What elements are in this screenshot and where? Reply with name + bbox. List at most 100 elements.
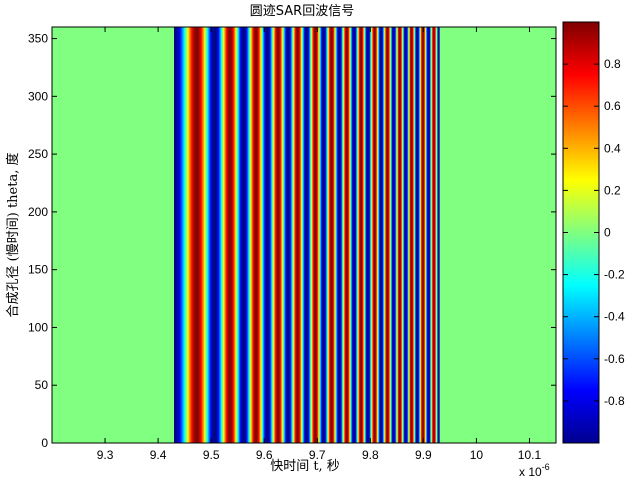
heatmap-cell bbox=[419, 27, 420, 443]
heatmap-cell bbox=[307, 27, 309, 443]
heatmap-cell bbox=[254, 27, 256, 443]
heatmap-cell bbox=[257, 27, 259, 443]
heatmap-cell bbox=[404, 27, 405, 443]
heatmap-cell bbox=[260, 27, 261, 443]
heatmap-cell bbox=[339, 27, 340, 443]
heatmap-cell bbox=[385, 27, 387, 443]
heatmap-cell bbox=[393, 27, 395, 443]
heatmap-cell bbox=[344, 27, 345, 443]
heatmap-cell bbox=[386, 27, 388, 443]
heatmap-cell bbox=[399, 27, 400, 443]
heatmap-cell bbox=[416, 27, 418, 443]
heatmap-cell bbox=[223, 27, 225, 443]
heatmap-cell bbox=[281, 27, 283, 443]
heatmap-cell bbox=[382, 27, 383, 443]
heatmap-cell bbox=[283, 27, 284, 443]
heatmap-cell bbox=[231, 27, 232, 443]
heatmap-cell bbox=[269, 27, 270, 443]
heatmap-cell bbox=[317, 27, 319, 443]
heatmap-cell bbox=[355, 27, 357, 443]
heatmap-cell bbox=[245, 27, 246, 443]
heatmap-cell bbox=[359, 27, 361, 443]
x-tick-label: 9.5 bbox=[203, 448, 220, 462]
heatmap-cell bbox=[273, 27, 274, 443]
heatmap-cell bbox=[264, 27, 266, 443]
heatmap-cell bbox=[419, 27, 421, 443]
heatmap-cell bbox=[327, 27, 329, 443]
heatmap-cell bbox=[232, 27, 234, 443]
heatmap-cell bbox=[279, 27, 281, 443]
heatmap-cell bbox=[364, 27, 365, 443]
heatmap-cell bbox=[219, 27, 220, 443]
heatmap-cell bbox=[398, 27, 400, 443]
heatmap-cell bbox=[216, 27, 218, 443]
heatmap-cell bbox=[246, 27, 247, 443]
heatmap-cell bbox=[318, 27, 319, 443]
heatmap-cell bbox=[247, 27, 249, 443]
heatmap-cell bbox=[372, 27, 374, 443]
heatmap-cell bbox=[218, 27, 219, 443]
heatmap-cell bbox=[424, 27, 425, 443]
heatmap-cell bbox=[338, 27, 340, 443]
heatmap-cell bbox=[190, 27, 192, 443]
heatmap-cell bbox=[242, 27, 244, 443]
heatmap-cell bbox=[414, 27, 415, 443]
heatmap-cell bbox=[207, 27, 209, 443]
heatmap-cell bbox=[183, 27, 184, 443]
heatmap-cell bbox=[417, 27, 418, 443]
heatmap-cell bbox=[251, 27, 252, 443]
heatmap-cell bbox=[241, 27, 243, 443]
heatmap-cell bbox=[233, 27, 234, 443]
colorbar-ticks: 0.8 0.6 0.4 0.2 0 -0.2 -0.4 -0.6 -0.8 bbox=[563, 57, 625, 408]
heatmap-cell bbox=[249, 27, 250, 443]
heatmap-cell bbox=[358, 27, 359, 443]
heatmap-cell bbox=[183, 27, 185, 443]
heatmap-cell bbox=[235, 27, 237, 443]
heatmap-cell bbox=[437, 27, 439, 443]
heatmap-cell bbox=[398, 27, 399, 443]
heatmap-cell bbox=[357, 27, 359, 443]
heatmap-cell bbox=[175, 27, 176, 443]
heatmap-cell bbox=[291, 27, 293, 443]
heatmap-cell bbox=[405, 27, 407, 443]
heatmap-cell bbox=[221, 27, 223, 443]
heatmap-cell bbox=[273, 27, 275, 443]
heatmap-cell bbox=[316, 27, 317, 443]
heatmap-cell bbox=[375, 27, 376, 443]
heatmap-cell bbox=[366, 27, 367, 443]
heatmap-cell bbox=[259, 27, 261, 443]
heatmap-cell bbox=[301, 27, 302, 443]
heatmap-cell bbox=[424, 27, 426, 443]
heatmap-cell bbox=[225, 27, 226, 443]
heatmap-cell bbox=[200, 27, 202, 443]
heatmap-cell bbox=[342, 27, 343, 443]
heatmap-cell bbox=[388, 27, 390, 443]
heatmap-cell bbox=[268, 27, 270, 443]
heatmap-cell bbox=[220, 27, 222, 443]
heatmap-cell bbox=[336, 27, 338, 443]
heatmap-cell bbox=[265, 27, 266, 443]
heatmap-cell bbox=[329, 27, 331, 443]
heatmap-cell bbox=[350, 27, 352, 443]
heatmap-cell bbox=[312, 27, 313, 443]
colorbar-tick-label: -0.8 bbox=[604, 394, 625, 408]
heatmap-cell bbox=[426, 27, 428, 443]
heatmap-cell bbox=[189, 27, 190, 443]
heatmap-cell bbox=[413, 27, 415, 443]
heatmap-cell bbox=[189, 27, 191, 443]
heatmap-cell bbox=[255, 27, 256, 443]
heatmap-cell bbox=[430, 27, 431, 443]
heatmap-cell bbox=[274, 27, 275, 443]
heatmap-cell bbox=[333, 27, 334, 443]
heatmap-cell bbox=[181, 27, 183, 443]
colorbar-tick-label: -0.4 bbox=[604, 310, 625, 324]
heatmap-cell bbox=[236, 27, 237, 443]
heatmap-cell bbox=[412, 27, 413, 443]
heatmap-cell bbox=[272, 27, 274, 443]
heatmap-cell bbox=[306, 27, 307, 443]
heatmap-cell bbox=[275, 27, 277, 443]
heatmap-cell bbox=[286, 27, 288, 443]
heatmap-cell bbox=[199, 27, 201, 443]
heatmap-cell bbox=[371, 27, 372, 443]
